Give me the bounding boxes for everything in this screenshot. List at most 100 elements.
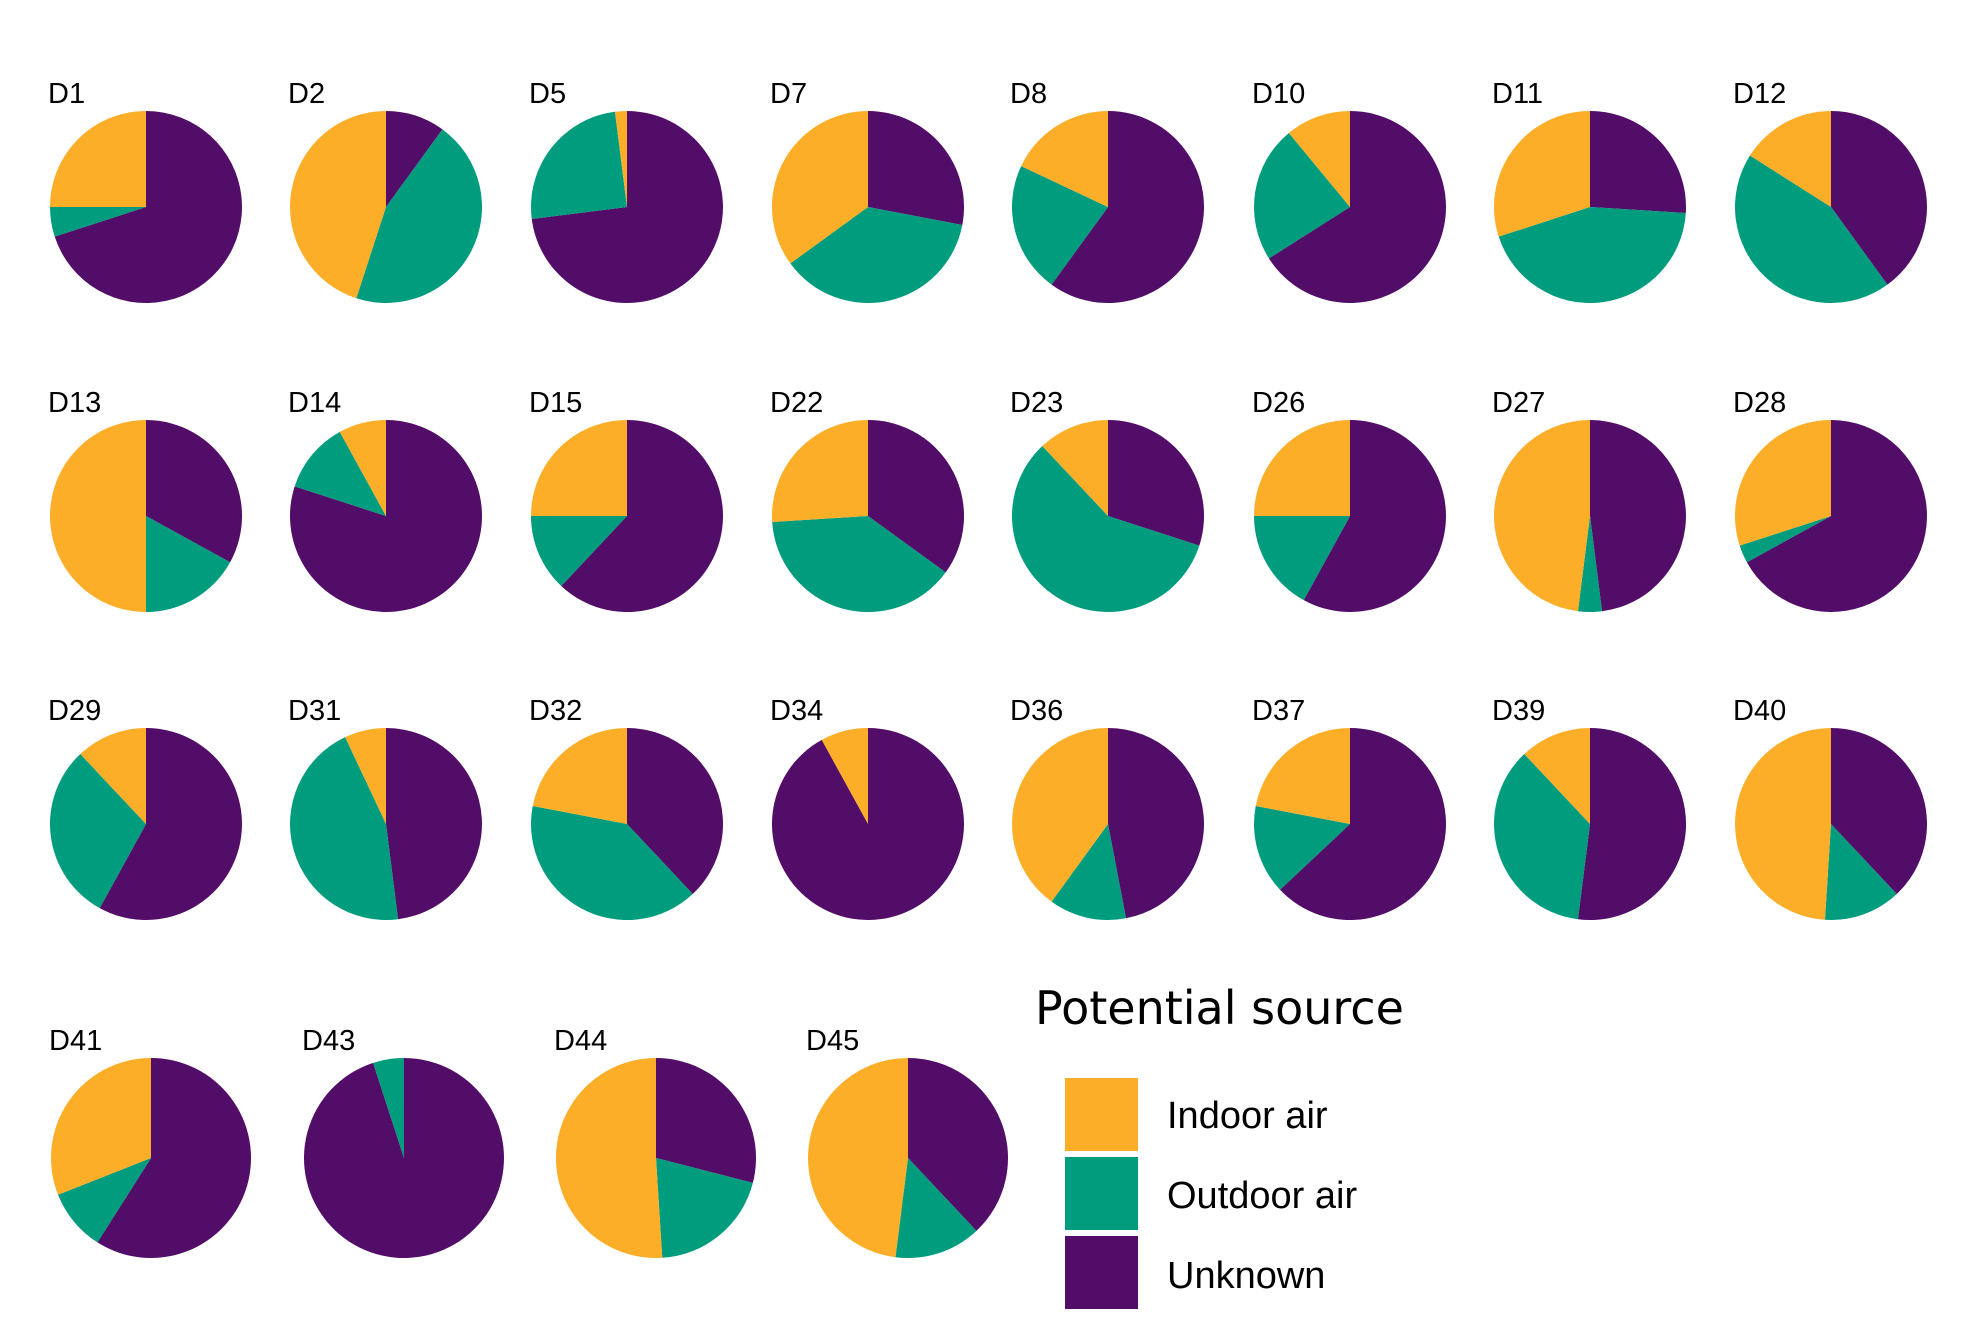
pie-label: D22 bbox=[770, 387, 823, 419]
slice-unknown bbox=[386, 111, 443, 207]
slice-unknown bbox=[1051, 111, 1204, 303]
slice-indoor-air bbox=[1493, 111, 1590, 237]
pie-panel-d15: D15 bbox=[529, 387, 723, 612]
pie-panel-d8: D8 bbox=[1010, 78, 1204, 303]
slice-unknown bbox=[303, 1058, 504, 1258]
slice-outdoor-air bbox=[356, 129, 483, 304]
slice-outdoor-air bbox=[1012, 446, 1200, 612]
legend-label-outdoor: Outdoor air bbox=[1167, 1175, 1357, 1217]
slice-unknown bbox=[1303, 420, 1446, 613]
slice-outdoor-air bbox=[531, 111, 627, 220]
pie-label: D45 bbox=[806, 1025, 859, 1057]
slice-outdoor-air bbox=[1254, 516, 1350, 601]
slice-outdoor-air bbox=[1739, 516, 1831, 563]
slice-unknown bbox=[1268, 111, 1446, 303]
slice-unknown bbox=[97, 1058, 252, 1258]
slice-indoor-air bbox=[290, 111, 386, 299]
slice-unknown bbox=[868, 420, 965, 573]
slice-unknown bbox=[656, 1058, 757, 1183]
slice-outdoor-air bbox=[1253, 806, 1350, 890]
slice-indoor-air bbox=[50, 420, 146, 612]
pie-label: D40 bbox=[1733, 695, 1786, 727]
pie-panel-d34: D34 bbox=[770, 695, 964, 921]
slice-indoor-air bbox=[1735, 728, 1831, 920]
pie-panel-d10: D10 bbox=[1252, 78, 1446, 303]
slice-outdoor-air bbox=[1494, 754, 1590, 920]
pie-panel-d13: D13 bbox=[48, 387, 243, 612]
slice-indoor-air bbox=[821, 728, 868, 824]
pie-label: D43 bbox=[302, 1025, 355, 1057]
slice-outdoor-air bbox=[373, 1058, 404, 1158]
pie-panel-d11: D11 bbox=[1492, 78, 1686, 303]
slice-unknown bbox=[1108, 420, 1205, 546]
slice-unknown bbox=[1746, 420, 1927, 612]
pie-panel-d40: D40 bbox=[1733, 695, 1928, 920]
slice-outdoor-air bbox=[146, 516, 231, 612]
slice-outdoor-air bbox=[1253, 133, 1350, 259]
slice-unknown bbox=[1108, 728, 1205, 919]
slice-outdoor-air bbox=[1012, 166, 1108, 285]
pie-panel-d41: D41 bbox=[49, 1025, 252, 1258]
slice-outdoor-air bbox=[530, 806, 693, 921]
slice-outdoor-air bbox=[1734, 155, 1888, 304]
slice-unknown bbox=[561, 420, 723, 612]
slice-unknown bbox=[54, 111, 243, 303]
legend-item-outdoor-air: Outdoor air bbox=[1065, 1157, 1357, 1230]
pie-label: D14 bbox=[288, 387, 341, 419]
slice-outdoor-air bbox=[772, 516, 946, 613]
slice-indoor-air bbox=[1288, 111, 1350, 207]
pie-label: D1 bbox=[48, 78, 85, 110]
slice-indoor-air bbox=[1749, 111, 1831, 207]
pie-panel-d2: D2 bbox=[288, 78, 483, 304]
slice-unknown bbox=[1590, 420, 1686, 612]
pie-label: D12 bbox=[1733, 78, 1786, 110]
slice-indoor-air bbox=[772, 420, 868, 523]
slice-indoor-air bbox=[1042, 420, 1108, 516]
slice-unknown bbox=[146, 419, 243, 563]
pie-panel-d7: D7 bbox=[770, 78, 965, 304]
pie-label: D39 bbox=[1492, 695, 1545, 727]
slice-outdoor-air bbox=[1577, 516, 1603, 612]
pie-panel-d22: D22 bbox=[770, 387, 965, 613]
slice-outdoor-air bbox=[1051, 824, 1126, 921]
pie-label: D13 bbox=[48, 387, 101, 419]
slice-outdoor-air bbox=[790, 207, 963, 304]
pie-panel-d5: D5 bbox=[529, 78, 724, 303]
pie-panel-d1: D1 bbox=[48, 78, 243, 303]
legend-label-unknown: Unknown bbox=[1167, 1255, 1325, 1297]
slice-unknown bbox=[1577, 728, 1687, 921]
pie-label: D28 bbox=[1733, 387, 1786, 419]
slice-indoor-air bbox=[1255, 728, 1350, 824]
legend-title: Potential source bbox=[1035, 981, 1404, 1035]
pie-label: D11 bbox=[1492, 78, 1543, 110]
pie-panel-d27: D27 bbox=[1492, 387, 1686, 612]
pie-label: D36 bbox=[1010, 695, 1063, 727]
slice-unknown bbox=[99, 728, 242, 920]
slice-unknown bbox=[386, 728, 482, 920]
pie-panel-d29: D29 bbox=[48, 695, 242, 920]
slice-unknown bbox=[908, 1058, 1008, 1231]
pie-panel-d31: D31 bbox=[288, 695, 482, 920]
pie-panel-d32: D32 bbox=[529, 695, 724, 921]
pie-panel-d28: D28 bbox=[1733, 387, 1927, 612]
slice-indoor-air bbox=[1011, 728, 1108, 902]
legend: Potential source Indoor air Outdoor air … bbox=[1035, 981, 1404, 1309]
slice-indoor-air bbox=[808, 1058, 908, 1258]
slice-indoor-air bbox=[80, 728, 146, 824]
pie-panel-d43: D43 bbox=[302, 1025, 504, 1258]
slice-unknown bbox=[1590, 111, 1686, 214]
slice-outdoor-air bbox=[895, 1158, 977, 1258]
slice-outdoor-air bbox=[531, 516, 627, 586]
pie-label: D32 bbox=[529, 695, 582, 727]
pie-label: D7 bbox=[770, 78, 807, 110]
pie-panel-d39: D39 bbox=[1492, 695, 1687, 921]
pie-label: D2 bbox=[288, 78, 325, 110]
pie-label: D5 bbox=[529, 78, 566, 110]
slice-indoor-air bbox=[1494, 420, 1590, 612]
slice-indoor-air bbox=[1021, 111, 1108, 207]
slice-outdoor-air bbox=[49, 754, 147, 909]
slice-outdoor-air bbox=[50, 207, 146, 237]
pie-label: D34 bbox=[770, 695, 823, 727]
pie-panel-d14: D14 bbox=[288, 387, 483, 612]
